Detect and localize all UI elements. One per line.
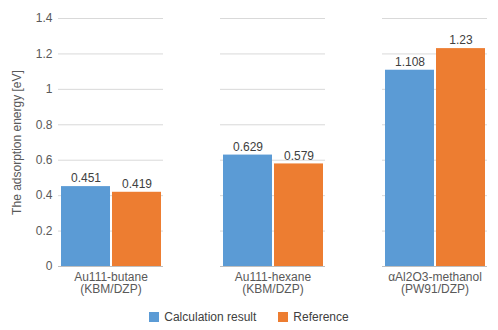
html-text:Calculation result: Calculation result — [164, 310, 257, 324]
svg-text:0: 0 — [46, 259, 53, 273]
svg-text:1.2: 1.2 — [36, 47, 53, 61]
svg-text:0.419: 0.419 — [122, 177, 152, 191]
svg-text:The adsorption energy [eV]: The adsorption energy [eV] — [10, 70, 24, 215]
svg-text:αAl2O3-methanol(PW91/DZP): αAl2O3-methanol(PW91/DZP) — [388, 270, 482, 296]
svg-text:Au111-hexane(KBM/DZP): Au111-hexane(KBM/DZP) — [235, 270, 312, 296]
html-text:Reference: Reference — [293, 310, 349, 324]
svg-text:0.8: 0.8 — [36, 118, 53, 132]
svg-text:0.6: 0.6 — [36, 153, 53, 167]
svg-text:Au111-butane(KBM/DZP): Au111-butane(KBM/DZP) — [74, 270, 148, 296]
svg-text:0.4: 0.4 — [36, 188, 53, 202]
svg-text:0.629: 0.629 — [233, 140, 263, 154]
svg-text:1: 1 — [46, 82, 53, 96]
svg-text:0.451: 0.451 — [71, 171, 101, 185]
svg-text:1.4: 1.4 — [36, 11, 53, 25]
svg-text:1.108: 1.108 — [395, 55, 425, 69]
svg-text:1.23: 1.23 — [449, 33, 473, 47]
svg-text:0.579: 0.579 — [284, 149, 314, 163]
svg-text:0.2: 0.2 — [36, 224, 53, 238]
